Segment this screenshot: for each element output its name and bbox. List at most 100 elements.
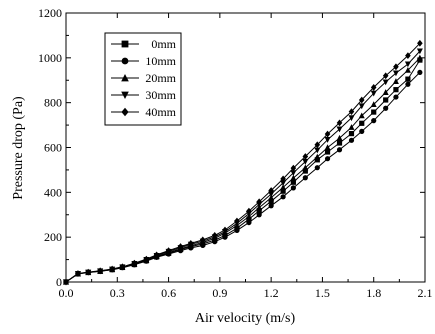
data-point bbox=[234, 217, 240, 225]
legend-entry: 10mm bbox=[111, 54, 177, 68]
data-point bbox=[348, 124, 355, 130]
legend-label: 40mm bbox=[145, 105, 176, 119]
x-axis-title: Air velocity (m/s) bbox=[195, 311, 296, 326]
data-point bbox=[302, 168, 308, 174]
legend-entry: 40mm bbox=[111, 105, 177, 119]
data-point bbox=[222, 226, 228, 234]
data-point bbox=[336, 134, 343, 141]
data-point bbox=[371, 118, 377, 124]
data-point bbox=[348, 108, 355, 116]
legend-marker bbox=[121, 107, 129, 117]
data-point bbox=[246, 207, 252, 215]
data-point bbox=[314, 165, 320, 171]
data-point bbox=[358, 112, 365, 119]
x-tick-label: 1.8 bbox=[366, 286, 381, 300]
data-point bbox=[358, 96, 365, 104]
y-axis-title: Pressure drop (Pa) bbox=[11, 96, 26, 200]
data-point bbox=[404, 61, 411, 68]
data-point bbox=[324, 156, 331, 162]
data-point bbox=[63, 278, 69, 286]
y-tick-label: 1000 bbox=[38, 51, 62, 65]
data-point bbox=[417, 69, 423, 76]
data-point bbox=[314, 153, 321, 160]
data-point bbox=[392, 78, 399, 84]
data-point bbox=[393, 63, 399, 71]
data-point bbox=[256, 198, 262, 206]
data-point bbox=[314, 141, 321, 149]
legend: 0mm 10mm 20mm 30mm 40mm bbox=[104, 32, 182, 126]
data-point bbox=[370, 101, 377, 108]
data-point bbox=[187, 240, 194, 247]
legend-label: 10mm bbox=[145, 54, 176, 68]
data-point bbox=[371, 109, 377, 115]
data-point bbox=[405, 52, 411, 59]
data-point bbox=[359, 128, 365, 134]
data-point bbox=[336, 147, 343, 153]
data-point bbox=[268, 198, 274, 204]
data-point bbox=[336, 126, 343, 133]
data-point bbox=[246, 216, 252, 222]
data-point bbox=[382, 72, 389, 80]
data-point bbox=[280, 184, 287, 191]
data-point bbox=[348, 137, 355, 143]
legend-marker bbox=[121, 40, 129, 48]
data-point bbox=[404, 66, 411, 73]
data-point bbox=[131, 259, 138, 267]
data-point bbox=[222, 234, 228, 240]
data-point bbox=[290, 185, 296, 191]
data-point bbox=[177, 243, 184, 250]
data-point bbox=[382, 79, 389, 86]
legend-entry: 20mm bbox=[111, 71, 177, 85]
data-point bbox=[370, 84, 377, 91]
legend-box bbox=[104, 32, 182, 126]
data-point bbox=[314, 157, 320, 163]
y-tick-label: 1200 bbox=[38, 6, 62, 20]
data-point bbox=[290, 164, 297, 172]
data-point bbox=[268, 187, 274, 194]
data-point bbox=[405, 81, 411, 87]
data-point bbox=[290, 179, 296, 185]
series-group bbox=[63, 39, 423, 286]
data-point bbox=[302, 159, 309, 165]
data-point bbox=[416, 54, 423, 61]
data-point bbox=[336, 119, 343, 127]
x-tick-label: 2.1 bbox=[418, 286, 433, 300]
data-point bbox=[302, 164, 309, 171]
data-point bbox=[358, 103, 365, 110]
data-point bbox=[280, 175, 286, 183]
data-point bbox=[324, 130, 331, 138]
data-point bbox=[314, 147, 321, 154]
data-point bbox=[109, 265, 115, 273]
data-point bbox=[370, 90, 377, 97]
y-tick-label: 800 bbox=[44, 96, 62, 110]
data-point bbox=[280, 180, 287, 187]
data-point bbox=[165, 247, 172, 255]
x-tick-label: 0.6 bbox=[161, 286, 176, 300]
legend-label: 0mm bbox=[151, 37, 176, 51]
data-point bbox=[417, 39, 423, 47]
y-tick-label: 400 bbox=[44, 185, 62, 199]
legend-marker bbox=[121, 91, 129, 99]
data-point bbox=[280, 188, 286, 194]
x-tick-label: 0.9 bbox=[212, 286, 227, 300]
y-tick-label: 200 bbox=[44, 230, 62, 244]
data-point bbox=[383, 105, 389, 111]
legend-marker bbox=[121, 57, 129, 65]
data-point bbox=[393, 87, 399, 93]
data-point bbox=[153, 251, 160, 259]
legend-label: 20mm bbox=[145, 71, 176, 85]
data-point bbox=[85, 268, 92, 276]
data-point bbox=[302, 153, 309, 160]
data-point bbox=[393, 94, 399, 100]
data-point bbox=[211, 231, 218, 239]
x-tick-label: 1.2 bbox=[264, 286, 279, 300]
data-point bbox=[97, 267, 103, 275]
data-point bbox=[234, 227, 240, 234]
data-point bbox=[359, 120, 365, 126]
data-point bbox=[268, 203, 274, 209]
data-point bbox=[280, 194, 286, 200]
data-point bbox=[268, 191, 275, 198]
data-point bbox=[416, 48, 423, 55]
